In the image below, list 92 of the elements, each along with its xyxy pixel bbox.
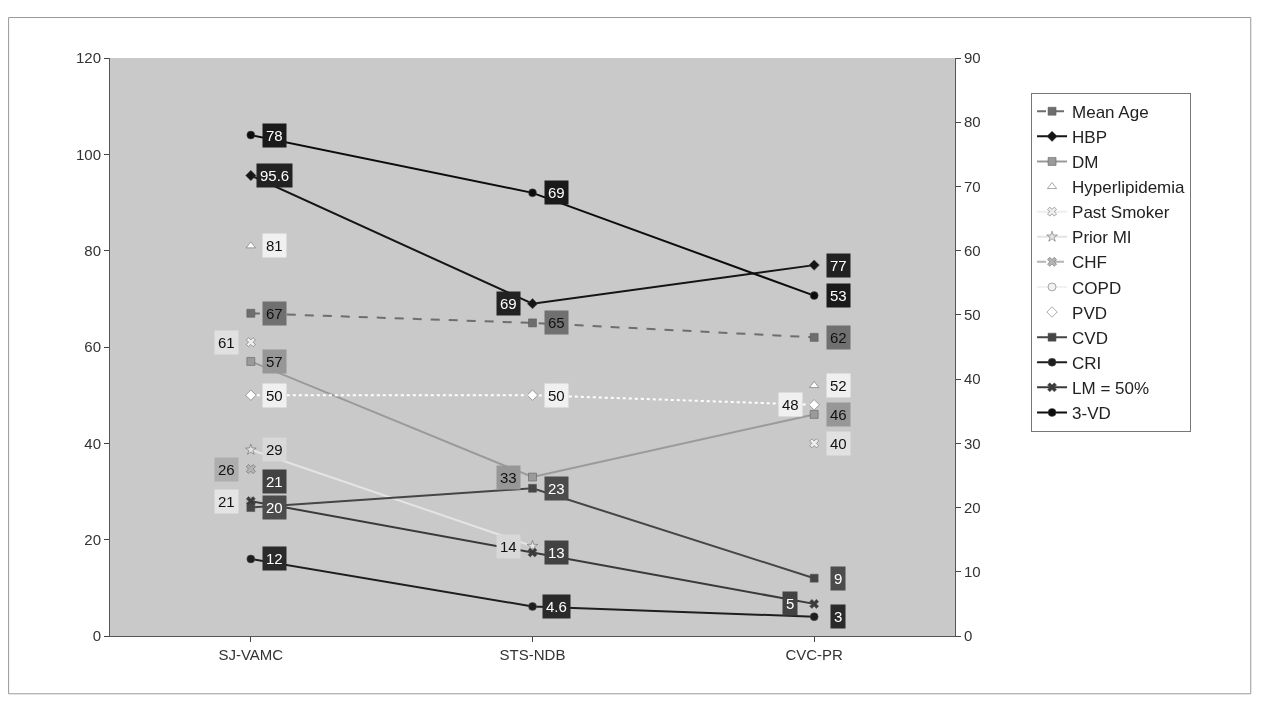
legend-label: 3-VD: [1072, 404, 1111, 424]
data-label: 12: [266, 550, 283, 567]
legend-label: HBP: [1072, 127, 1108, 147]
data-label: 78: [266, 127, 283, 144]
legend-label: COPD: [1072, 278, 1122, 298]
data-label: 57: [266, 353, 283, 370]
x-tick-label: SJ-VAMC: [218, 646, 284, 663]
data-label: 61: [218, 334, 235, 351]
data-label: 29: [266, 441, 283, 458]
point: [527, 547, 538, 558]
y2-tick-label: 50: [964, 306, 981, 324]
data-label: 33: [500, 469, 517, 486]
legend-label: PVD: [1072, 303, 1108, 323]
data-label: 4.6: [546, 598, 567, 615]
y-tick-label: 0: [92, 627, 101, 645]
data-label: 48: [782, 396, 799, 413]
data-label: 81: [266, 237, 283, 254]
point: [808, 399, 820, 411]
data-label: 50: [266, 387, 283, 404]
point: [246, 309, 256, 318]
y-tick-label: 80: [84, 241, 101, 259]
legend-label: Prior MI: [1072, 228, 1132, 248]
point: [245, 241, 256, 249]
data-label: 13: [548, 544, 565, 561]
point: [527, 389, 538, 401]
y-tick-label: 20: [84, 530, 101, 548]
data-label: 9: [834, 570, 843, 587]
data-label: 20: [266, 499, 283, 516]
legend-label: LM = 50%: [1072, 378, 1150, 398]
y-tick-label: 40: [84, 434, 101, 452]
point: [246, 464, 256, 474]
data-label: 5: [786, 595, 795, 612]
legend-label: CRI: [1072, 353, 1102, 373]
data-label: 23: [548, 480, 565, 497]
point: [808, 259, 820, 271]
point: [528, 484, 537, 493]
legend-label: Mean Age: [1072, 102, 1149, 122]
point: [245, 443, 257, 455]
point: [528, 318, 537, 328]
y2-tick-label: 10: [964, 563, 981, 581]
data-label: 69: [500, 295, 517, 312]
y2-tick-label: 70: [964, 177, 981, 195]
data-label: 40: [830, 435, 847, 452]
point: [809, 612, 819, 621]
legend-label: Hyperlipidemia: [1072, 178, 1186, 198]
legend-label: Past Smoker: [1072, 203, 1170, 223]
point: [809, 410, 819, 419]
point: [809, 599, 819, 609]
legend-label: CHF: [1072, 253, 1107, 273]
data-label: 52: [830, 377, 847, 394]
data-label: 21: [266, 473, 283, 490]
data-label: 26: [218, 461, 235, 478]
data-label: 65: [548, 314, 565, 331]
y2-tick-label: 90: [964, 49, 981, 67]
point: [528, 472, 537, 482]
y2-tick-label: 0: [964, 627, 973, 645]
data-label: 95.6: [260, 167, 290, 184]
x-tick-label: CVC-PR: [785, 646, 844, 663]
point: [528, 188, 537, 198]
y2-tick-label: 30: [964, 434, 981, 452]
point: [809, 438, 819, 449]
legend-label: DM: [1072, 153, 1099, 173]
y-tick-label: 60: [84, 338, 101, 356]
point: [245, 170, 257, 181]
point: [809, 291, 819, 300]
point: [246, 554, 256, 564]
y2-tick-label: 20: [964, 498, 981, 516]
data-label: 46: [830, 406, 847, 423]
data-label: 53: [830, 287, 847, 304]
legend-label: CVD: [1072, 328, 1108, 348]
y-tick-label: 100: [75, 145, 101, 163]
data-label: 14: [500, 538, 517, 555]
point: [809, 333, 819, 342]
y-tick-label: 120: [75, 49, 101, 67]
point: [245, 389, 257, 401]
data-label: 67: [266, 305, 283, 322]
x-tick-label: STS-NDB: [499, 646, 566, 663]
data-label: 3: [834, 608, 843, 625]
point: [246, 130, 256, 140]
point: [527, 298, 538, 310]
data-label: 62: [830, 329, 847, 346]
data-label: 21: [218, 493, 235, 510]
data-label: 50: [548, 387, 565, 404]
point: [809, 573, 819, 583]
data-label: 77: [830, 257, 847, 274]
y2-tick-label: 80: [964, 113, 981, 131]
point: [528, 602, 537, 611]
data-label: 69: [548, 184, 565, 201]
y2-tick-label: 60: [964, 241, 981, 259]
y2-tick-label: 40: [964, 370, 981, 388]
point: [246, 357, 256, 366]
point: [246, 337, 256, 347]
